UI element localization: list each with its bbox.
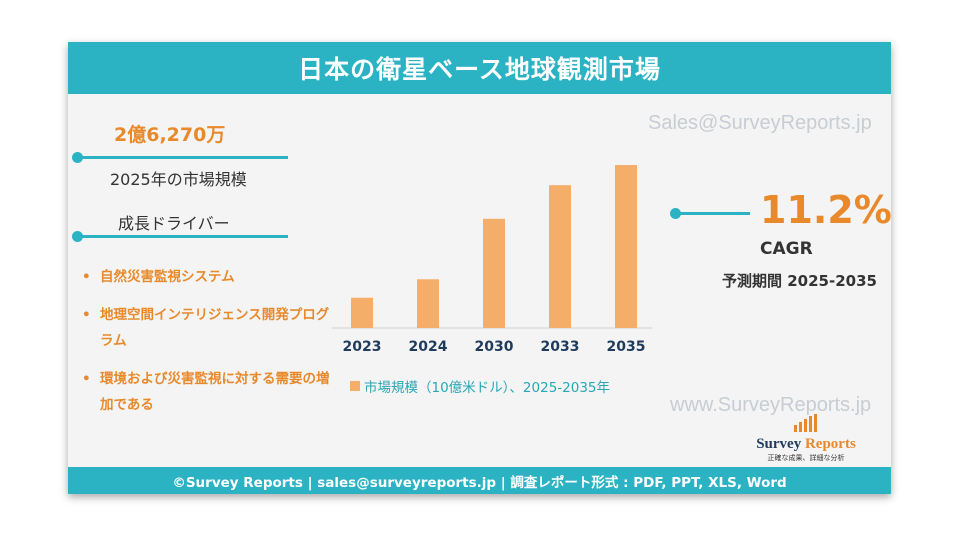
chart-legend: 市場規模（10億米ドル）、2025-2035年	[350, 376, 610, 396]
x-tick-label: 2023	[343, 339, 382, 355]
bar-2033	[549, 185, 571, 328]
watermark-bottom: www.SurveyReports.jp	[670, 394, 872, 416]
list-item: • 自然災害監視システム	[82, 269, 235, 285]
logo-tagline: 正確な成果、詳細な分析	[767, 454, 845, 462]
title-bar: 日本の衛星ベース地球観測市場	[68, 42, 891, 94]
market-size-label: 2025年の市場規模	[110, 170, 247, 189]
list-item: • 地理空間インテリジェンス開発プログラム	[82, 307, 330, 349]
connector-line	[678, 212, 750, 215]
infographic-card: 日本の衛星ベース地球観測市場 Sales@SurveyReports.jp ww…	[68, 42, 891, 494]
market-size-value: 2億6,270万	[114, 124, 226, 146]
logo-text: Survey Reports	[756, 436, 856, 452]
drivers-list: • 自然災害監視システム • 地理空間インテリジェンス開発プログラム • 環境および災…	[76, 264, 338, 430]
connector-line	[78, 156, 288, 159]
x-tick-label: 2030	[475, 339, 514, 355]
bar-2023	[351, 297, 373, 328]
x-tick-label: 2024	[409, 339, 448, 355]
bar-2030	[483, 218, 505, 328]
cagr-value: 11.2%	[760, 188, 891, 232]
connector-dot	[72, 152, 83, 163]
footer-bar: ©Survey Reports | sales@surveyreports.jp…	[68, 467, 891, 494]
forecast-period: 予測期間 2025-2035	[722, 272, 877, 290]
page-title: 日本の衛星ベース地球観測市場	[298, 55, 661, 84]
watermark-top: Sales@SurveyReports.jp	[648, 112, 872, 134]
bar-2035	[615, 165, 637, 328]
footer-text: ©Survey Reports | sales@surveyreports.jp…	[172, 474, 787, 491]
connector-dot	[670, 208, 681, 219]
x-tick-label: 2033	[541, 339, 580, 355]
x-tick-label: 2035	[607, 339, 646, 355]
connector-line	[78, 235, 288, 238]
bar-2024	[417, 279, 439, 328]
connector-dot	[72, 231, 83, 242]
list-item: • 環境および災害監視に対する需要の増加である	[82, 371, 330, 413]
cagr-label: CAGR	[760, 239, 813, 259]
survey-reports-logo: Survey Reports 正確な成果、詳細な分析	[746, 414, 866, 463]
bar-chart: 2023 2024 2030 2033 2035	[332, 165, 652, 355]
logo-bars-icon	[794, 414, 817, 432]
legend-label: 市場規模（10億米ドル）、2025-2035年	[364, 380, 611, 396]
legend-swatch	[350, 381, 360, 391]
drivers-heading: 成長ドライバー	[118, 214, 230, 233]
